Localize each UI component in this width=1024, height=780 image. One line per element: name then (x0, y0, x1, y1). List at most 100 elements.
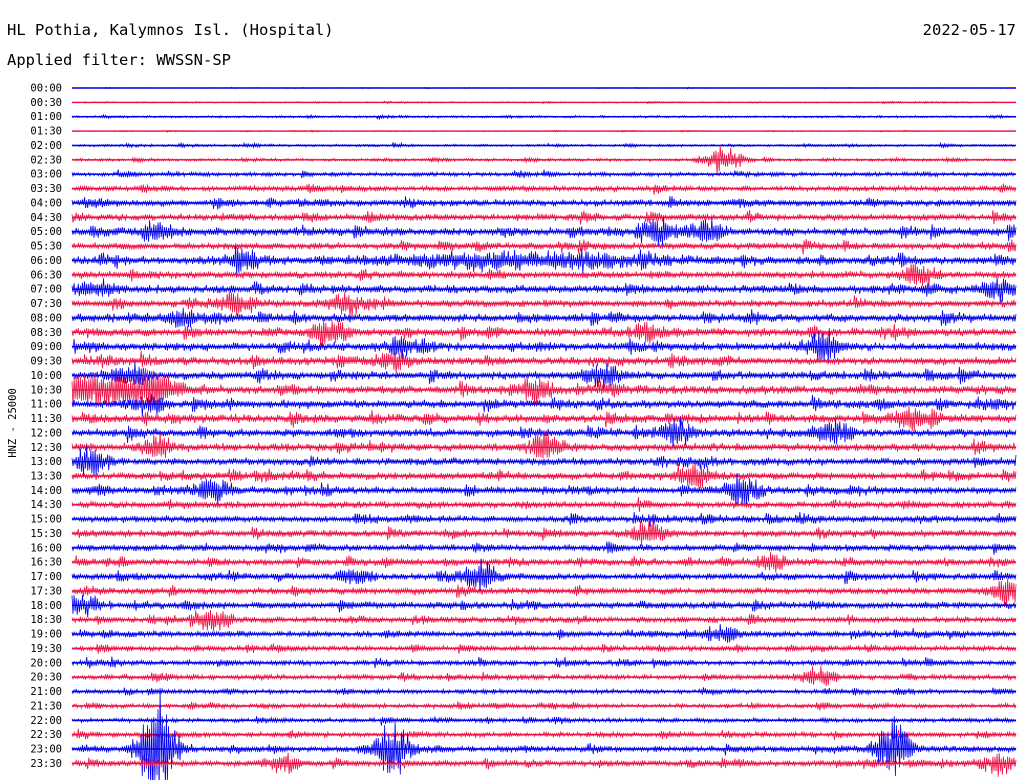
trace-time-label: 19:00 (30, 629, 62, 641)
trace-time-label: 17:00 (30, 571, 62, 583)
seismogram-trace (71, 728, 1017, 740)
seismogram-trace (71, 277, 1017, 304)
filter-name: WWSSN-SP (156, 51, 231, 69)
trace-time-label: 12:30 (30, 442, 62, 454)
seismogram-trace (71, 594, 1017, 618)
trace-time-label: 19:30 (30, 643, 62, 655)
seismogram-trace (71, 113, 1017, 121)
seismogram-trace (71, 307, 1017, 328)
seismogram-trace (71, 578, 1017, 608)
trace-time-label: 11:30 (30, 413, 62, 425)
seismogram-trace (71, 141, 1017, 149)
seismogram-trace (71, 551, 1017, 573)
trace-time-label: 06:30 (30, 269, 62, 281)
seismogram-trace (71, 512, 1017, 527)
seismogram-trace (71, 716, 1017, 726)
trace-time-label: 15:00 (30, 514, 62, 526)
seismogram-trace (71, 430, 1017, 459)
trace-time-label: 06:00 (30, 255, 62, 267)
trace-time-label: 12:00 (30, 427, 62, 439)
seismogram-trace (71, 687, 1017, 780)
trace-time-label: 00:00 (30, 83, 62, 95)
trace-time-label: 10:00 (30, 370, 62, 382)
seismogram-trace (71, 394, 1017, 417)
seismogram-trace (71, 541, 1017, 555)
seismogram-trace (71, 643, 1017, 654)
trace-time-label: 01:30 (30, 126, 62, 138)
seismogram-trace (71, 665, 1017, 687)
seismogram-trace (71, 496, 1017, 512)
seismogram-trace (71, 144, 1017, 176)
trace-time-label: 22:00 (30, 715, 62, 727)
trace-time-label: 13:30 (30, 470, 62, 482)
seismogram-trace (71, 292, 1017, 318)
seismogram-trace (71, 262, 1017, 287)
trace-group (71, 86, 1017, 780)
trace-time-label: 09:00 (30, 341, 62, 353)
seismogram-trace (71, 330, 1017, 364)
trace-time-label: 15:30 (30, 528, 62, 540)
seismogram-trace (71, 246, 1017, 276)
seismogram-trace (71, 129, 1017, 133)
trace-time-label: 09:30 (30, 356, 62, 368)
seismogram-trace (71, 656, 1017, 669)
seismogram-trace (71, 100, 1017, 105)
trace-time-label: 23:30 (30, 758, 62, 770)
trace-time-label: 14:30 (30, 499, 62, 511)
seismogram-trace (71, 183, 1017, 195)
seismogram-trace (71, 209, 1017, 225)
seismogram-trace (71, 701, 1017, 711)
trace-time-label: 07:30 (30, 298, 62, 310)
seismogram-trace (71, 463, 1017, 489)
trace-time-label: 21:00 (30, 686, 62, 698)
seismogram-trace (71, 445, 1017, 476)
seismogram-trace (71, 473, 1017, 507)
seismogram-trace (71, 406, 1017, 431)
seismogram-trace (71, 519, 1017, 546)
trace-time-label: 08:30 (30, 327, 62, 339)
trace-time-label: 16:00 (30, 542, 62, 554)
trace-time-label: 21:30 (30, 700, 62, 712)
trace-time-label: 17:30 (30, 585, 62, 597)
trace-time-label: 10:30 (30, 384, 62, 396)
trace-time-label: 14:00 (30, 485, 62, 497)
trace-time-label: 20:30 (30, 672, 62, 684)
seismogram-trace (71, 752, 1017, 777)
seismogram-trace (71, 687, 1017, 696)
seismogram-trace (71, 558, 1017, 593)
trace-time-label: 13:00 (30, 456, 62, 468)
trace-time-label: 05:00 (30, 226, 62, 238)
seismogram-trace (71, 361, 1017, 390)
trace-time-label: 22:30 (30, 729, 62, 741)
trace-time-label: 08:00 (30, 312, 62, 324)
trace-time-label: 03:30 (30, 183, 62, 195)
trace-time-label: 01:00 (30, 111, 62, 123)
seismogram-trace (71, 349, 1017, 374)
trace-time-label: 18:30 (30, 614, 62, 626)
seismogram-trace (71, 169, 1017, 179)
trace-time-label: 11:00 (30, 399, 62, 411)
time-label-group: 00:00 00:30 01:00 01:30 02:00 02:30 03:00 03:30… (30, 83, 62, 770)
filter-label: Applied filter: WWSSN-SP (7, 50, 231, 70)
seismogram-trace (71, 368, 1017, 413)
trace-time-label: 04:00 (30, 197, 62, 209)
trace-time-label: 05:30 (30, 241, 62, 253)
seismogram-trace (71, 196, 1017, 210)
trace-time-label: 03:00 (30, 169, 62, 181)
trace-time-label: 02:30 (30, 154, 62, 166)
seismogram-trace (71, 239, 1017, 255)
date-label: 2022-05-17 (922, 21, 1016, 39)
seismogram-trace (71, 609, 1017, 632)
seismogram-trace (71, 624, 1017, 643)
seismogram-trace (71, 86, 1017, 90)
trace-time-label: 18:00 (30, 600, 62, 612)
trace-time-label: 16:30 (30, 557, 62, 569)
station-title: HL Pothia, Kalymnos Isl. (Hospital) (7, 21, 334, 39)
trace-time-label: 00:30 (30, 97, 62, 109)
trace-time-label: 04:30 (30, 212, 62, 224)
seismogram-trace (71, 216, 1017, 247)
trace-time-label: 07:00 (30, 284, 62, 296)
trace-time-label: 20:00 (30, 657, 62, 669)
trace-time-label: 23:00 (30, 744, 62, 756)
